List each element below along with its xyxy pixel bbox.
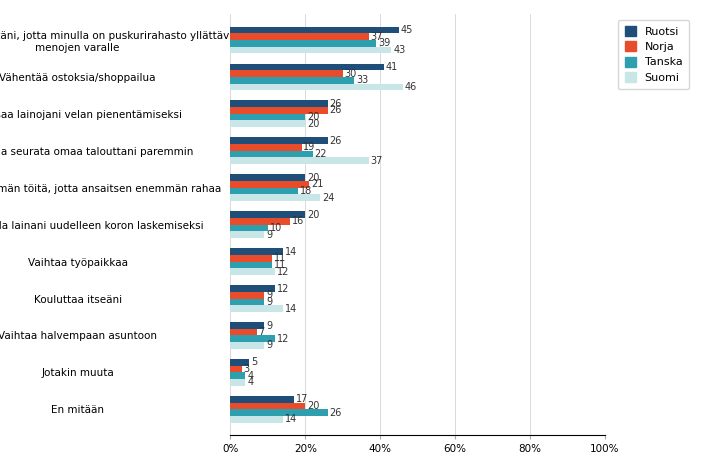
- Bar: [230, 181, 309, 188]
- Text: 9: 9: [266, 230, 272, 240]
- Text: 9: 9: [266, 321, 272, 330]
- Text: 9: 9: [266, 297, 272, 307]
- Bar: [230, 268, 275, 275]
- Bar: [230, 292, 264, 299]
- Text: 26: 26: [330, 105, 342, 116]
- Text: 5: 5: [251, 358, 257, 367]
- Bar: [230, 107, 328, 114]
- Bar: [230, 231, 264, 238]
- Text: 14: 14: [284, 247, 297, 256]
- Bar: [230, 70, 343, 77]
- Bar: [230, 379, 246, 386]
- Bar: [230, 212, 305, 218]
- Bar: [230, 396, 294, 403]
- Text: 37: 37: [371, 156, 383, 166]
- Text: 7: 7: [258, 327, 265, 337]
- Text: 26: 26: [330, 408, 342, 418]
- Bar: [230, 359, 249, 366]
- Legend: Ruotsi, Norja, Tanska, Suomi: Ruotsi, Norja, Tanska, Suomi: [618, 20, 689, 89]
- Text: 18: 18: [300, 186, 312, 196]
- Text: 26: 26: [330, 99, 342, 109]
- Text: 20: 20: [307, 173, 320, 183]
- Bar: [230, 114, 305, 120]
- Text: 4: 4: [247, 371, 253, 381]
- Text: 45: 45: [401, 25, 413, 35]
- Bar: [230, 194, 320, 201]
- Bar: [230, 299, 264, 305]
- Text: 4: 4: [247, 377, 253, 388]
- Text: 43: 43: [393, 45, 405, 55]
- Bar: [230, 83, 402, 90]
- Text: 12: 12: [277, 284, 289, 293]
- Text: 12: 12: [277, 334, 289, 344]
- Bar: [230, 373, 246, 379]
- Bar: [230, 285, 275, 292]
- Text: 26: 26: [330, 136, 342, 146]
- Text: 21: 21: [311, 179, 323, 190]
- Bar: [230, 157, 369, 164]
- Text: 30: 30: [345, 68, 357, 79]
- Bar: [230, 255, 271, 262]
- Text: 17: 17: [296, 395, 308, 404]
- Bar: [230, 27, 399, 33]
- Bar: [230, 33, 369, 40]
- Text: 20: 20: [307, 119, 320, 129]
- Text: 20: 20: [307, 210, 320, 219]
- Text: 20: 20: [307, 401, 320, 411]
- Bar: [230, 218, 290, 225]
- Text: 3: 3: [243, 364, 250, 374]
- Bar: [230, 138, 328, 144]
- Text: 11: 11: [274, 253, 286, 263]
- Bar: [230, 64, 384, 70]
- Text: 33: 33: [356, 75, 368, 85]
- Bar: [230, 249, 283, 255]
- Text: 19: 19: [303, 142, 315, 153]
- Bar: [230, 188, 298, 194]
- Bar: [230, 175, 305, 181]
- Bar: [230, 151, 312, 157]
- Text: 11: 11: [274, 260, 286, 270]
- Text: 41: 41: [386, 62, 398, 72]
- Text: 14: 14: [284, 304, 297, 314]
- Bar: [230, 329, 256, 336]
- Bar: [230, 144, 302, 151]
- Bar: [230, 225, 268, 231]
- Text: 10: 10: [270, 223, 282, 233]
- Bar: [230, 77, 354, 83]
- Bar: [230, 336, 275, 342]
- Bar: [230, 322, 264, 329]
- Text: 9: 9: [266, 340, 272, 351]
- Bar: [230, 101, 328, 107]
- Bar: [230, 410, 328, 416]
- Text: 22: 22: [315, 149, 327, 159]
- Text: 14: 14: [284, 414, 297, 424]
- Bar: [230, 366, 242, 373]
- Text: 16: 16: [292, 216, 305, 227]
- Bar: [230, 342, 264, 349]
- Bar: [230, 403, 305, 410]
- Text: 24: 24: [322, 193, 335, 203]
- Text: 37: 37: [371, 31, 383, 42]
- Text: 9: 9: [266, 290, 272, 300]
- Bar: [230, 46, 392, 53]
- Bar: [230, 40, 377, 46]
- Bar: [230, 416, 283, 423]
- Text: 20: 20: [307, 112, 320, 122]
- Text: 46: 46: [405, 82, 417, 92]
- Bar: [230, 120, 305, 127]
- Bar: [230, 305, 283, 312]
- Bar: [230, 262, 271, 268]
- Text: 12: 12: [277, 267, 289, 277]
- Text: 39: 39: [378, 38, 390, 48]
